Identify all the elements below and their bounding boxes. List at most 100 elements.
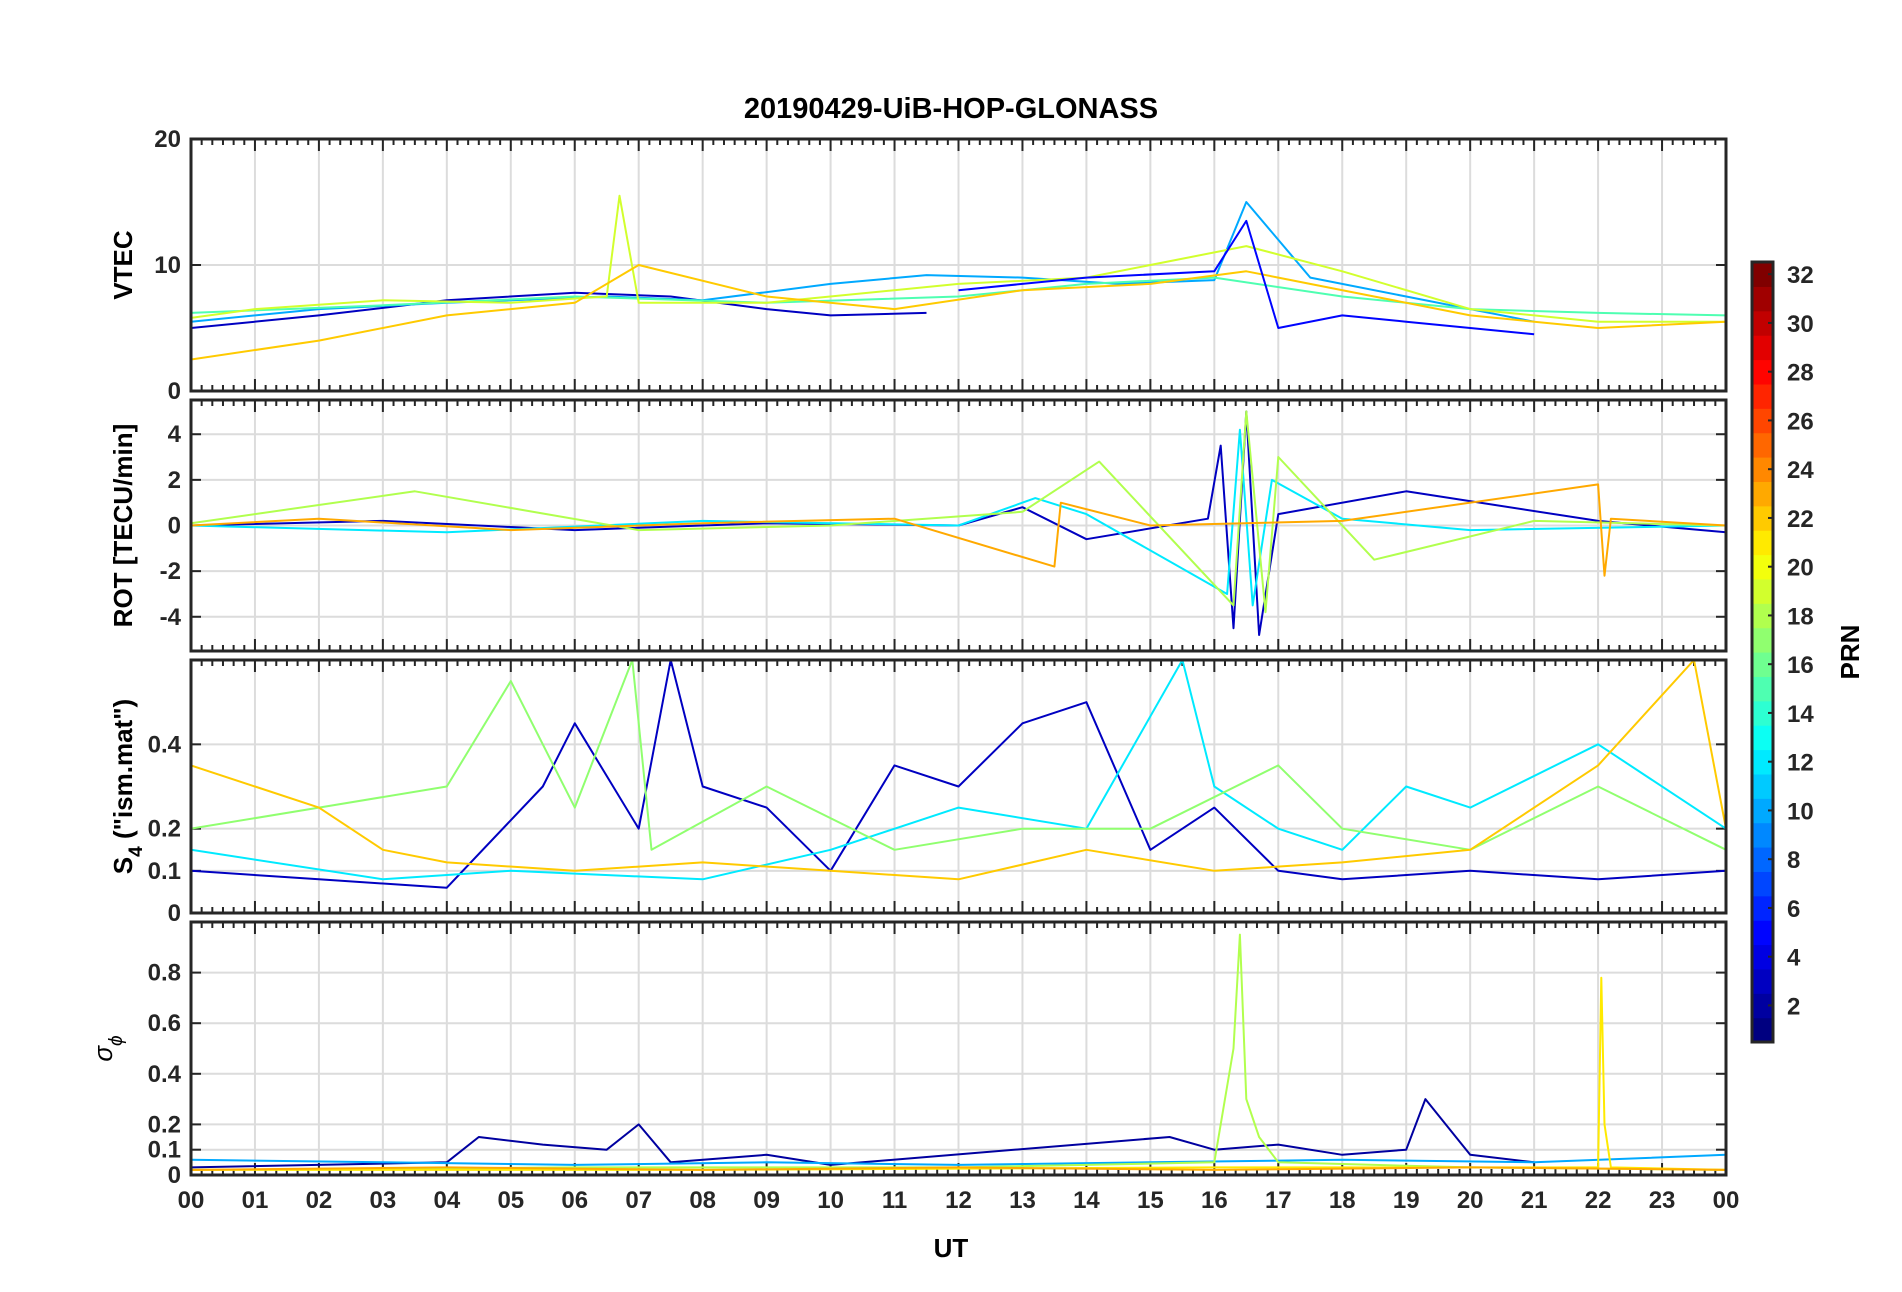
series-line-prn-23 (191, 1166, 1726, 1171)
colorbar-tick-label: 32 (1787, 262, 1814, 289)
x-tick-label: 00 (178, 1187, 205, 1214)
y-tick-label: 20 (154, 126, 181, 153)
colorbar-tick-label: 26 (1787, 408, 1814, 435)
colorbar-swatch (1752, 944, 1773, 970)
x-tick-label: 21 (1521, 1187, 1548, 1214)
y-tick-label: 0 (168, 900, 181, 927)
x-tick-label: 18 (1329, 1187, 1356, 1214)
colorbar-swatch (1752, 310, 1773, 336)
y-tick-label: -4 (160, 604, 182, 631)
y-tick-label: 0.4 (148, 1061, 182, 1088)
y-tick-label: 0.1 (148, 858, 181, 885)
colorbar-swatch (1752, 335, 1773, 361)
x-tick-label: 22 (1585, 1187, 1612, 1214)
colorbar-swatch (1752, 383, 1773, 409)
colorbar-swatch (1752, 359, 1773, 385)
colorbar-swatch (1752, 993, 1773, 1019)
colorbar-tick-label: 20 (1787, 555, 1814, 582)
series-line-prn-18 (191, 933, 1726, 1171)
y-axis-label: VTEC (108, 230, 138, 300)
colorbar-swatch (1752, 871, 1773, 897)
colorbar-tick-label: 16 (1787, 652, 1814, 679)
series-line-prn-2 (191, 1098, 1535, 1169)
colorbar-swatch (1752, 822, 1773, 848)
x-tick-label: 14 (1073, 1187, 1100, 1214)
chart-title: 20190429-UiB-HOP-GLONASS (744, 93, 1158, 125)
colorbar-swatch (1752, 1017, 1773, 1043)
colorbar-swatch (1752, 578, 1773, 604)
colorbar-swatch (1752, 652, 1773, 677)
series-line-prn-22 (191, 264, 1726, 361)
x-tick-label: 04 (433, 1187, 460, 1214)
series-line-prn-17 (191, 660, 1726, 851)
x-tick-label: 19 (1393, 1187, 1420, 1214)
y-tick-label: 0.1 (148, 1137, 181, 1164)
y-tick-label: 0.8 (148, 960, 181, 987)
y-tick-label: 0 (168, 378, 181, 405)
colorbar-swatch (1752, 505, 1773, 531)
x-tick-label: 17 (1265, 1187, 1292, 1214)
colorbar-swatch (1752, 895, 1773, 921)
x-tick-label: 06 (561, 1187, 588, 1214)
series-line-prn-22 (191, 660, 1726, 881)
y-tick-label: 0.6 (148, 1010, 181, 1037)
series-line-prn-3 (191, 291, 927, 329)
x-tick-label: 08 (689, 1187, 716, 1214)
colorbar-tick-label: 22 (1787, 506, 1814, 533)
colorbar-swatch (1752, 749, 1773, 775)
y-tick-label: 0.4 (148, 731, 182, 758)
panel-rot: -4 -2 0 2 4 ROT [TECU/min] (108, 398, 1728, 653)
x-tick-label: 09 (753, 1187, 780, 1214)
x-tick-label: 16 (1201, 1187, 1228, 1214)
colorbar-frame (1750, 260, 1775, 1044)
colorbar-tick-label: 12 (1787, 750, 1814, 777)
colorbar-swatch (1752, 530, 1773, 556)
series-line-prn-12 (191, 660, 1726, 881)
colorbar-swatch (1752, 554, 1773, 580)
series-line-prn-5 (958, 219, 1535, 336)
panel-sigma: 00.10.2 0.4 0.6 0.8 σϕ (88, 920, 1728, 1189)
series-line-prn-3 (191, 410, 1726, 636)
series-line-prn-18 (191, 410, 1726, 614)
colorbar-tick-label: 8 (1787, 847, 1800, 874)
y-tick-label: 2 (168, 467, 181, 494)
series-group (191, 194, 1726, 361)
series-group (191, 410, 1726, 636)
x-tick-label: 15 (1137, 1187, 1164, 1214)
colorbar-tick-label: 6 (1787, 896, 1800, 923)
series-line-prn-19 (191, 194, 1726, 323)
colorbar-swatch (1752, 725, 1773, 751)
x-tick-label: 01 (242, 1187, 269, 1214)
x-tick-label: 05 (497, 1187, 524, 1214)
colorbar-swatch (1752, 481, 1773, 507)
colorbar-swatch (1752, 432, 1773, 458)
y-tick-label: 0 (168, 1162, 181, 1189)
colorbar-tick-label: 30 (1787, 311, 1814, 338)
colorbar-swatch (1752, 286, 1773, 312)
colorbar-tick-label: 18 (1787, 603, 1814, 630)
panel-vtec: 0 10 20 VTEC (108, 126, 1728, 405)
series-line-prn-23 (191, 483, 1726, 577)
x-tick-label: 07 (625, 1187, 652, 1214)
y-tick-label: -2 (160, 558, 181, 585)
x-tick-label: 20 (1457, 1187, 1484, 1214)
x-axis: 00 01 02 03 04 05 06 07 08 09 10 11 12 13 14 15 16 17 18 19… (178, 1187, 1740, 1214)
colorbar-swatch (1752, 700, 1773, 726)
x-tick-label: 23 (1649, 1187, 1676, 1214)
x-axis-label: UT (934, 1233, 969, 1263)
y-tick-label: 0.2 (148, 1111, 181, 1138)
colorbar-swatch (1752, 773, 1773, 799)
y-tick-label: 0.2 (148, 816, 181, 843)
colorbar-swatch (1752, 408, 1773, 434)
panel-frame (189, 398, 1728, 653)
colorbar-swatch (1752, 968, 1773, 994)
series-line-prn-12 (191, 428, 1726, 607)
x-tick-label: 11 (882, 1187, 907, 1214)
series-line-prn-15 (191, 276, 1726, 317)
colorbar-swatch (1752, 847, 1773, 872)
colorbar-tick-label: 4 (1787, 945, 1801, 972)
colorbar-swatch (1752, 603, 1773, 629)
